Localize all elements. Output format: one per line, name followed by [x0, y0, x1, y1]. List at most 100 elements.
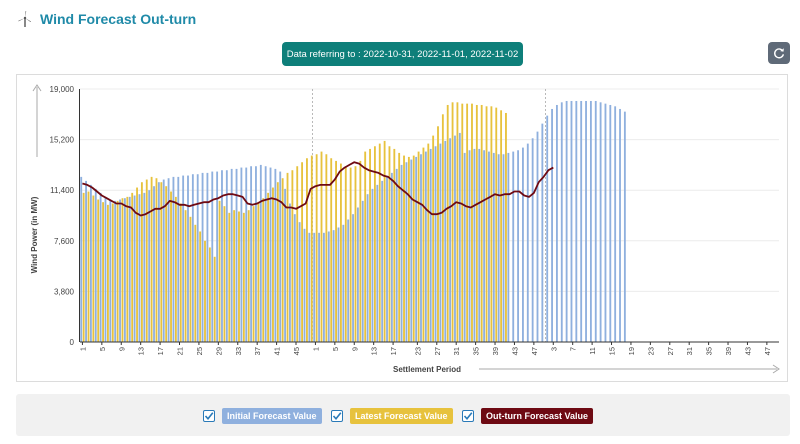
bar-initial [221, 170, 223, 342]
checkbox-outturn[interactable] [462, 410, 474, 422]
bar-initial [580, 100, 583, 342]
x-tick-label: 23 [413, 347, 422, 355]
bar-latest [466, 103, 469, 342]
bar-latest [272, 187, 274, 342]
bar-initial [371, 188, 374, 342]
bar-latest [276, 182, 279, 342]
x-axis-arrow-head [772, 364, 780, 374]
x-tick-label: 7 [569, 347, 578, 351]
bar-initial [390, 172, 393, 342]
bar-initial [565, 100, 568, 342]
bar-initial [230, 168, 233, 342]
bar-latest [378, 143, 381, 342]
x-tick-label: 13 [370, 347, 379, 355]
bar-initial [279, 171, 282, 342]
bar-latest [403, 155, 405, 342]
bar-initial [551, 108, 553, 342]
checkbox-initial[interactable] [203, 410, 215, 422]
bar-latest [194, 224, 197, 342]
x-tick-label: 35 [472, 347, 481, 355]
legend-item-initial[interactable]: Initial Forecast Value [203, 408, 322, 424]
y-tick-label: 0 [70, 338, 75, 347]
bar-latest [286, 172, 289, 342]
bar-latest [306, 158, 308, 342]
x-tick-label: 1 [78, 347, 87, 351]
checkmark-icon [204, 412, 214, 421]
bar-initial [109, 199, 112, 342]
bar-initial [424, 151, 427, 342]
bar-initial [293, 214, 296, 342]
bar-latest [174, 196, 177, 342]
y-tick-label: 7,600 [54, 237, 75, 246]
bar-initial [619, 108, 621, 342]
bar-initial [400, 164, 403, 342]
bar-latest [150, 176, 153, 342]
bar-initial [609, 104, 612, 342]
checkmark-icon [332, 412, 342, 421]
x-tick-label: 47 [530, 347, 539, 355]
bar-latest [136, 187, 138, 342]
bar-initial [366, 194, 369, 342]
bar-latest [417, 151, 420, 342]
bar-latest [165, 186, 168, 342]
legend-item-latest[interactable]: Latest Forecast Value [331, 408, 453, 424]
bar-initial [308, 232, 311, 342]
bar-initial [463, 152, 466, 342]
bar-latest [359, 160, 362, 342]
bar-initial [303, 228, 306, 342]
bar-initial [570, 100, 573, 342]
bar-latest [393, 148, 396, 342]
bar-initial [531, 138, 534, 342]
legend-label-outturn: Out-turn Forecast Value [481, 408, 594, 424]
bar-initial [99, 192, 102, 342]
bar-initial [497, 154, 500, 342]
bar-initial [235, 168, 238, 342]
x-tick-label: 21 [176, 347, 185, 355]
bar-initial [143, 192, 146, 342]
bar-initial [337, 227, 340, 342]
bar-initial [274, 168, 277, 342]
line-outturn [82, 161, 554, 217]
bar-latest [87, 191, 90, 342]
bar-initial [449, 138, 452, 342]
x-tick-label: 23 [646, 347, 655, 355]
legend-bar: Initial Forecast Value Latest Forecast V… [16, 394, 790, 436]
legend-label-initial: Initial Forecast Value [222, 408, 322, 424]
bar-latest [111, 203, 114, 342]
bar-initial [473, 148, 476, 342]
bar-initial [298, 222, 301, 342]
bar-initial [361, 200, 364, 342]
x-tick-label: 39 [491, 347, 500, 355]
bar-initial [182, 175, 185, 342]
x-tick-label: 17 [389, 347, 398, 355]
bar-latest [121, 198, 124, 342]
x-tick-label: 33 [234, 347, 243, 355]
bar-initial [119, 199, 121, 342]
bar-initial [502, 154, 505, 342]
bar-initial [541, 123, 544, 342]
bar-latest [427, 143, 430, 342]
bar-latest [106, 204, 109, 342]
bar-latest [92, 195, 95, 342]
bar-latest [242, 212, 245, 342]
bar-latest [437, 126, 439, 342]
bar-initial [492, 152, 495, 342]
refresh-icon [774, 48, 785, 59]
bar-initial [318, 232, 320, 342]
bar-initial [332, 230, 335, 342]
bar-latest [247, 210, 250, 342]
bar-initial [167, 178, 170, 342]
x-tick-label: 35 [705, 347, 714, 355]
x-tick-label: 11 [588, 347, 597, 355]
refresh-button[interactable] [768, 42, 790, 64]
checkbox-latest[interactable] [331, 410, 343, 422]
bar-initial [454, 135, 456, 342]
bar-initial [429, 148, 432, 342]
bar-initial [512, 151, 515, 342]
bar-latest [184, 210, 187, 342]
bar-latest [432, 135, 435, 342]
bar-initial [89, 184, 92, 342]
bar-initial [313, 232, 316, 342]
legend-item-outturn[interactable]: Out-turn Forecast Value [462, 408, 594, 424]
bar-initial [439, 143, 442, 342]
